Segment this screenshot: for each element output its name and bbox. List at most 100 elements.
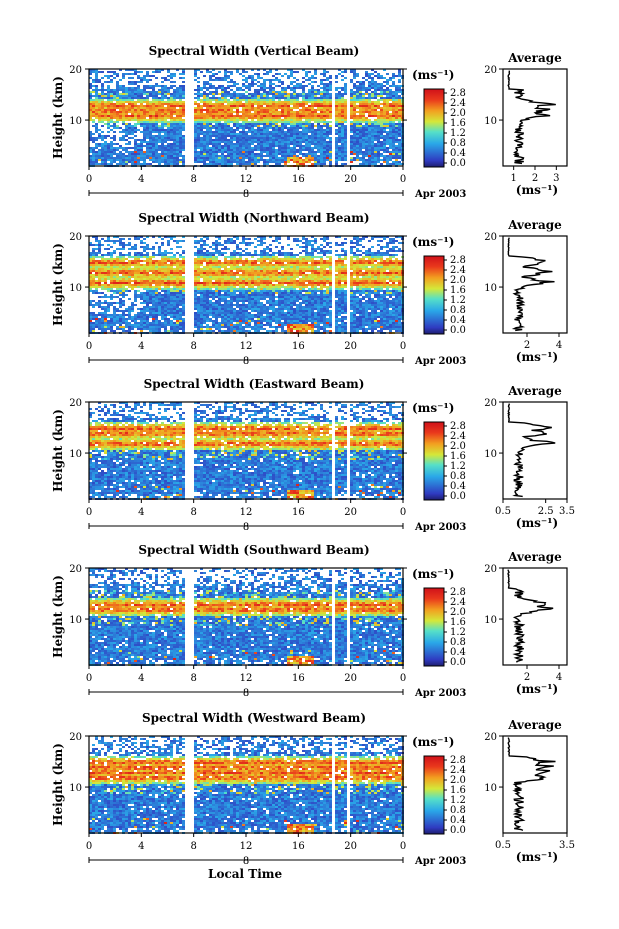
heatmap-cell (281, 119, 284, 121)
heatmap-cell (251, 133, 254, 135)
heatmap-cell (116, 260, 119, 262)
heatmap-cell (95, 115, 98, 117)
heatmap-cell (140, 119, 143, 121)
heatmap-cell (365, 107, 368, 109)
heatmap-cell (377, 85, 380, 87)
heatmap-cell (128, 157, 131, 159)
heatmap-cell (299, 121, 302, 123)
heatmap-cell (158, 157, 161, 159)
heatmap-cell (284, 161, 287, 163)
heatmap-cell (230, 143, 233, 145)
heatmap-cell (173, 101, 176, 103)
heatmap-cell (329, 145, 332, 147)
heatmap-cell (131, 157, 134, 159)
heatmap-cell (212, 119, 215, 121)
heatmap-cell (341, 135, 344, 137)
heatmap-cell (341, 105, 344, 107)
heatmap-cell (173, 121, 176, 123)
heatmap-cell (308, 135, 311, 137)
heatmap-cell (257, 157, 260, 159)
heatmap-cell (263, 252, 266, 254)
heatmap-cell (209, 129, 212, 131)
heatmap-cell (299, 258, 302, 260)
heatmap-cell (212, 256, 215, 258)
heatmap-cell (350, 107, 353, 109)
heatmap-cell (326, 129, 329, 131)
heatmap-cell (350, 93, 353, 95)
heatmap-cell (275, 139, 278, 141)
heatmap-cell (167, 244, 170, 246)
heatmap-cell (323, 137, 326, 139)
heatmap-cell (329, 113, 332, 115)
heatmap-cell (224, 109, 227, 111)
heatmap-cell (107, 127, 110, 129)
heatmap-cell (170, 107, 173, 109)
heatmap-cell (104, 143, 107, 145)
heatmap-cell (203, 139, 206, 141)
heatmap-cell (89, 254, 92, 256)
heatmap-cell (125, 101, 128, 103)
heatmap-cell (227, 159, 230, 161)
heatmap-cell (134, 111, 137, 113)
heatmap-cell (101, 91, 104, 93)
heatmap-cell (269, 149, 272, 151)
heatmap-cell (122, 139, 125, 141)
heatmap-cell (263, 117, 266, 119)
heatmap-cell (110, 125, 113, 127)
heatmap-cell (395, 123, 398, 125)
heatmap-cell (326, 111, 329, 113)
heatmap-cell (281, 121, 284, 123)
heatmap-cell (197, 89, 200, 91)
heatmap-cell (242, 151, 245, 153)
heatmap-cell (392, 246, 395, 248)
heatmap-cell (158, 71, 161, 73)
heatmap-cell (242, 139, 245, 141)
heatmap-cell (335, 101, 338, 103)
heatmap-cell (113, 260, 116, 262)
heatmap-cell (365, 264, 368, 266)
heatmap-cell (380, 137, 383, 139)
heatmap-cell (224, 95, 227, 97)
heatmap-cell (371, 79, 374, 81)
heatmap-cell (182, 87, 185, 89)
heatmap-cell (392, 75, 395, 77)
heatmap-cell (164, 119, 167, 121)
heatmap-cell (356, 107, 359, 109)
heatmap-cell (173, 141, 176, 143)
heatmap-cell (251, 131, 254, 133)
heatmap-cell (173, 103, 176, 105)
heatmap-cell (104, 141, 107, 143)
heatmap-cell (221, 137, 224, 139)
heatmap-cell (254, 131, 257, 133)
heatmap-cell (101, 125, 104, 127)
heatmap-cell (158, 266, 161, 268)
heatmap-cell (104, 147, 107, 149)
heatmap-cell (263, 242, 266, 244)
heatmap-cell (329, 155, 332, 157)
heatmap-cell (251, 127, 254, 129)
heatmap-cell (377, 93, 380, 95)
heatmap-cell (278, 119, 281, 121)
heatmap-cell (107, 81, 110, 83)
heatmap-cell (248, 105, 251, 107)
heatmap-cell (290, 93, 293, 95)
heatmap-cell (272, 97, 275, 99)
heatmap-cell (173, 149, 176, 151)
heatmap-cell (326, 262, 329, 264)
heatmap-cell (92, 250, 95, 252)
heatmap-cell (389, 127, 392, 129)
heatmap-cell (368, 107, 371, 109)
heatmap-cell (263, 69, 266, 71)
heatmap-cell (293, 111, 296, 113)
heatmap-cell (218, 101, 221, 103)
heatmap-cell (341, 93, 344, 95)
heatmap-cell (326, 238, 329, 240)
heatmap-cell (230, 254, 233, 256)
heatmap-cell (179, 105, 182, 107)
heatmap-cell (149, 145, 152, 147)
heatmap-cell (128, 161, 131, 163)
heatmap-cell (254, 95, 257, 97)
heatmap-cell (257, 73, 260, 75)
heatmap-cell (323, 121, 326, 123)
heatmap-cell (248, 75, 251, 77)
